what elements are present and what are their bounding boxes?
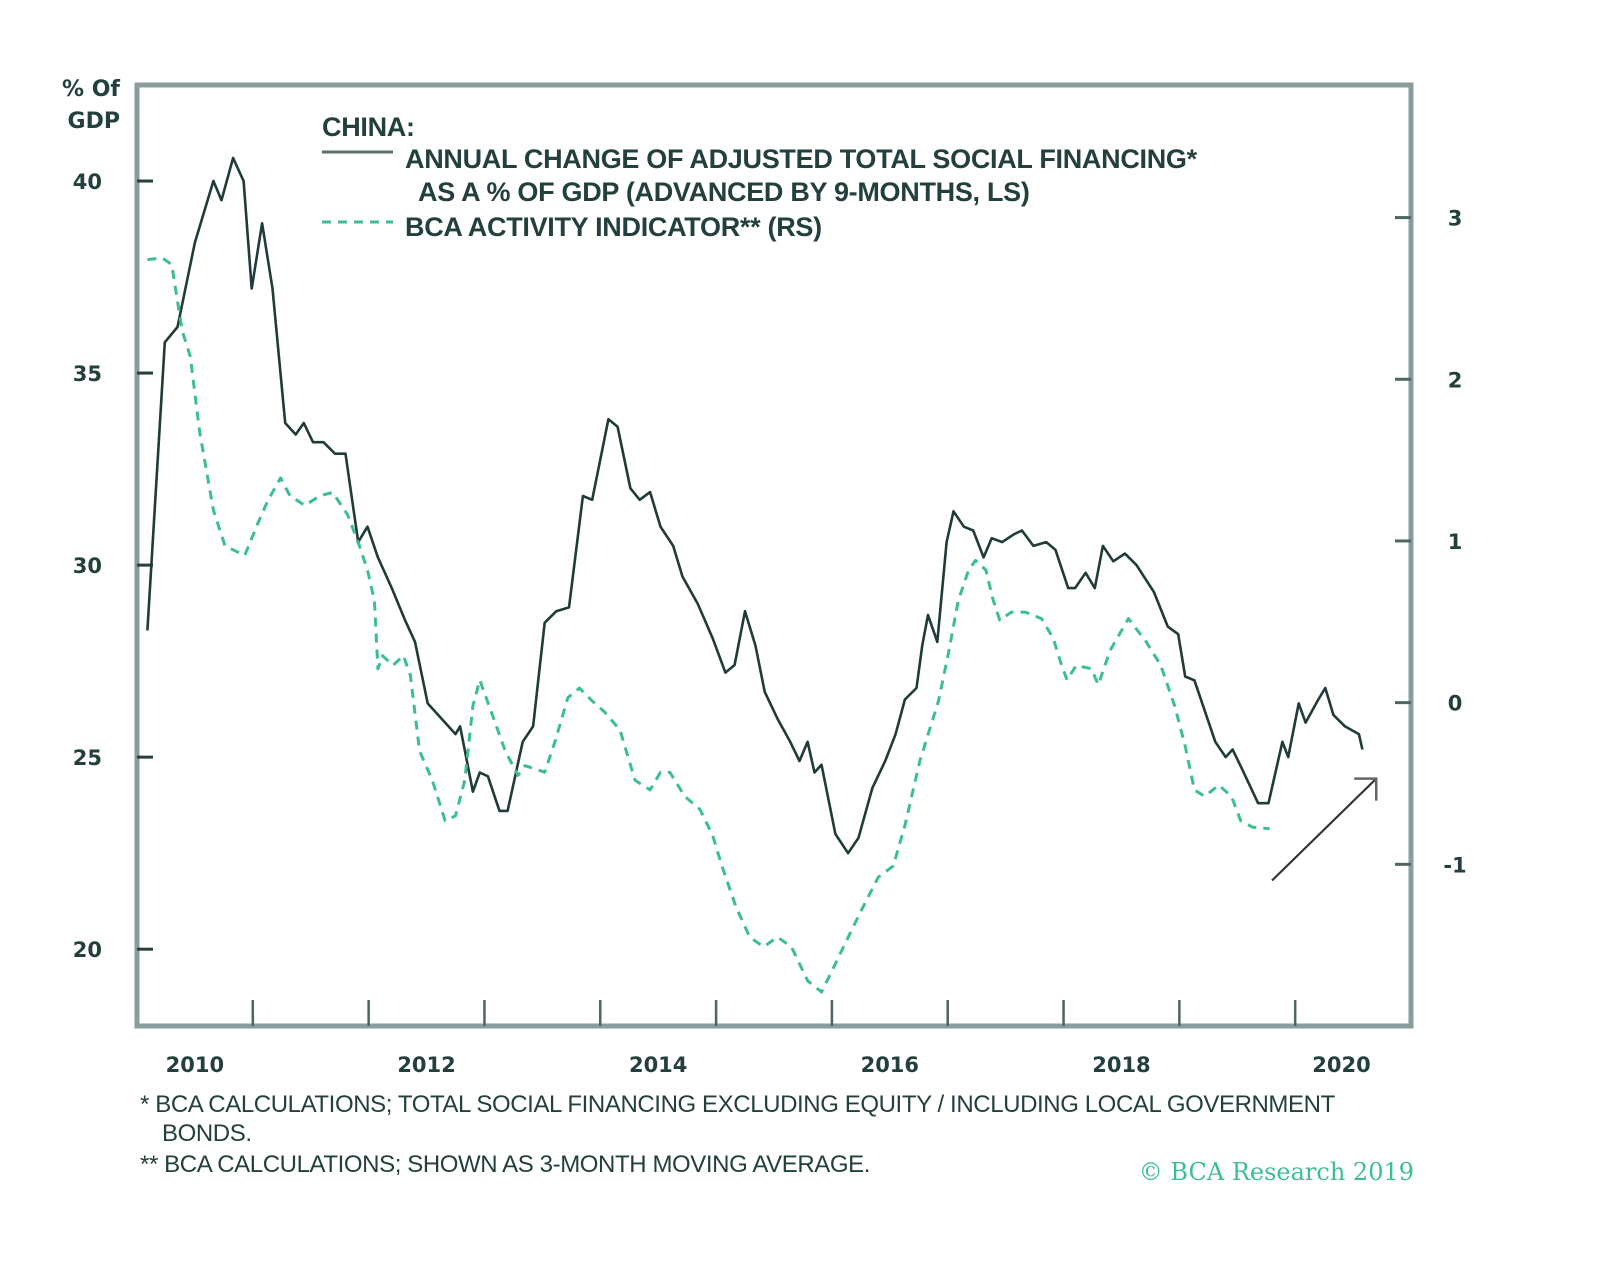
left-axis-title-line2: GDP	[68, 109, 120, 134]
annotation-arrow-shaft	[1271, 777, 1378, 882]
plot-frame	[134, 82, 1414, 1029]
right-axis-tick-label: 3	[1448, 207, 1463, 231]
legend-entry-1-line1: ANNUAL CHANGE OF ADJUSTED TOTAL SOCIAL F…	[405, 144, 1198, 174]
legend-entry-2-line1: BCA ACTIVITY INDICATOR** (RS)	[405, 212, 822, 242]
right-axis-tick-label: -1	[1443, 853, 1466, 877]
x-axis-tick-label: 2020	[1312, 1053, 1370, 1077]
left-axis-tick-label: 20	[73, 938, 102, 962]
footnote-1-cont: BONDS.	[162, 1120, 252, 1147]
x-axis-tick-label: 2012	[397, 1053, 455, 1077]
x-axis-tick-label: 2016	[861, 1053, 919, 1077]
footnote-1: * BCA CALCULATIONS; TOTAL SOCIAL FINANCI…	[140, 1091, 1336, 1118]
annotation-arrow-head-icon	[1354, 777, 1378, 801]
right-axis-tick-label: 1	[1448, 530, 1463, 554]
series-line-social-financing	[146, 156, 1364, 855]
axis-ticks	[137, 179, 1411, 1026]
legend-entry-1-line2: AS A % OF GDP (ADVANCED BY 9-MONTHS, LS)	[418, 177, 1030, 207]
legend: CHINA: ANNUAL CHANGE OF ADJUSTED TOTAL S…	[322, 112, 1198, 242]
left-axis-tick-label: 30	[73, 554, 102, 578]
left-axis-tick-label: 40	[73, 170, 102, 194]
footnote-2: ** BCA CALCULATIONS; SHOWN AS 3-MONTH MO…	[140, 1151, 870, 1178]
axis-tick-labels: 20 25 30 35 40 -1 0 1 2 3 2010 2012 2014 2016 2018 2020	[73, 170, 1467, 1077]
legend-title: CHINA:	[322, 112, 415, 142]
annotation-layer	[1271, 777, 1378, 882]
left-axis-title-line1: % Of	[62, 77, 120, 102]
x-axis-tick-label: 2018	[1092, 1053, 1150, 1077]
series-layer	[146, 156, 1364, 994]
x-axis-tick-label: 2014	[629, 1053, 687, 1077]
left-axis-tick-label: 35	[73, 362, 102, 386]
series-line-bca-activity	[147, 256, 1270, 994]
right-axis-tick-label: 0	[1448, 692, 1463, 716]
right-axis-tick-label: 2	[1448, 368, 1463, 392]
left-axis-tick-label: 25	[73, 746, 102, 770]
copyright: © BCA Research 2019	[1139, 1158, 1414, 1186]
x-axis-tick-label: 2010	[166, 1053, 224, 1077]
